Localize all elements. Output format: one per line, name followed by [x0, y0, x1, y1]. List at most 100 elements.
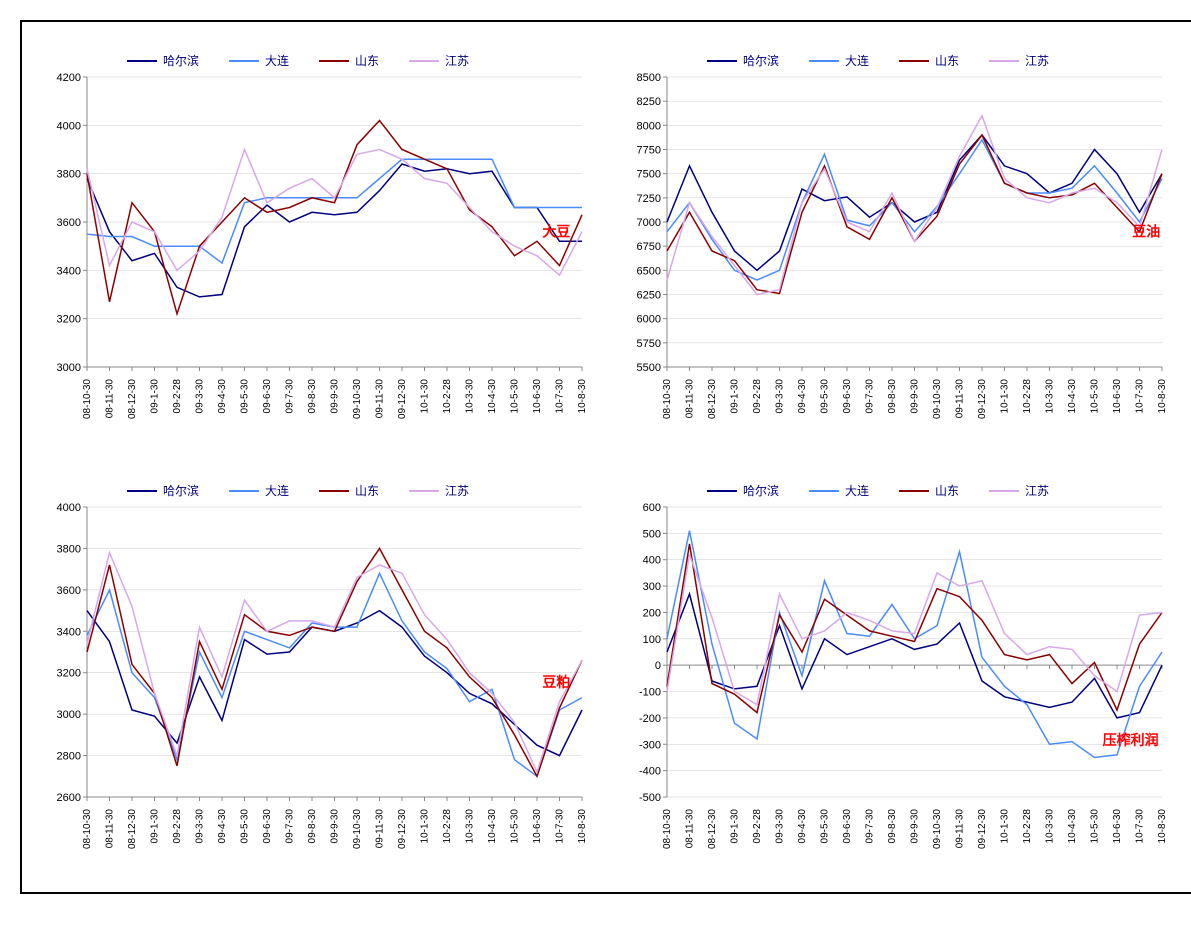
- y-tick-label: 8250: [637, 96, 661, 108]
- y-tick-label: -200: [639, 713, 661, 725]
- x-tick-label: 10-4-30: [487, 379, 498, 414]
- x-tick-label: 10-7-30: [555, 809, 566, 844]
- x-tick-label: 09-1-30: [150, 379, 161, 414]
- x-tick-label: 09-11-30: [375, 809, 386, 849]
- y-tick-label: 7250: [637, 193, 661, 205]
- legend-label: 哈尔滨: [163, 53, 199, 68]
- x-tick-label: 09-4-30: [797, 379, 808, 414]
- y-tick-label: 6750: [637, 241, 661, 253]
- x-tick-label: 09-3-30: [195, 809, 206, 844]
- legend-label: 山东: [355, 54, 379, 68]
- y-tick-label: 4200: [57, 72, 81, 84]
- x-tick-label: 09-3-30: [775, 809, 786, 844]
- legend-label: 大连: [845, 483, 869, 498]
- y-tick-label: 3400: [57, 626, 81, 638]
- legend-label: 山东: [935, 484, 959, 498]
- x-tick-label: 09-4-30: [217, 379, 228, 414]
- x-tick-label: 09-1-30: [730, 379, 741, 414]
- x-tick-label: 10-4-30: [1067, 809, 1078, 844]
- x-tick-label: 09-4-30: [217, 809, 228, 844]
- y-tick-label: 4000: [57, 502, 81, 514]
- y-tick-label: 5500: [637, 362, 661, 374]
- x-tick-label: 08-10-30: [662, 809, 673, 849]
- series-山东: [87, 121, 582, 314]
- x-tick-label: 10-3-30: [1045, 809, 1056, 844]
- x-tick-label: 10-7-30: [1135, 379, 1146, 414]
- x-tick-label: 09-4-30: [797, 809, 808, 844]
- x-tick-label: 09-3-30: [775, 379, 786, 414]
- x-tick-label: 10-1-30: [1000, 809, 1011, 844]
- x-tick-label: 09-9-30: [910, 809, 921, 844]
- x-tick-label: 09-11-30: [375, 379, 386, 419]
- x-tick-label: 09-8-30: [887, 379, 898, 414]
- y-tick-label: 500: [643, 528, 661, 540]
- x-tick-label: 09-7-30: [865, 379, 876, 414]
- x-tick-label: 08-11-30: [685, 379, 696, 419]
- x-tick-label: 10-2-28: [442, 809, 453, 844]
- x-tick-label: 09-5-30: [820, 379, 831, 414]
- x-tick-label: 10-5-30: [1090, 379, 1101, 414]
- chart-soybean: 300032003400360038004000420008-10-3008-1…: [37, 47, 597, 447]
- x-tick-label: 10-2-28: [442, 379, 453, 414]
- x-tick-label: 10-1-30: [420, 379, 431, 414]
- panel-grid: 300032003400360038004000420008-10-3008-1…: [37, 47, 1177, 877]
- x-tick-label: 10-3-30: [465, 809, 476, 844]
- x-tick-label: 09-10-30: [932, 379, 943, 419]
- chart-soy-oil: 5500575060006250650067507000725075007750…: [617, 47, 1177, 447]
- x-tick-label: 09-7-30: [285, 379, 296, 414]
- x-tick-label: 08-11-30: [105, 809, 116, 849]
- x-tick-label: 10-6-30: [532, 809, 543, 844]
- x-tick-label: 10-5-30: [510, 379, 521, 414]
- chart-crush-margin: -500-400-300-200-10001002003004005006000…: [617, 477, 1177, 877]
- chart-annotation: 压榨利润: [1103, 732, 1159, 748]
- y-tick-label: 6000: [637, 314, 661, 326]
- x-tick-label: 10-2-28: [1022, 379, 1033, 414]
- x-tick-label: 08-10-30: [82, 809, 93, 849]
- x-tick-label: 10-1-30: [420, 809, 431, 844]
- x-tick-label: 09-8-30: [887, 809, 898, 844]
- series-江苏: [667, 116, 1162, 295]
- x-tick-label: 10-8-30: [577, 379, 588, 414]
- x-tick-label: 09-12-30: [397, 379, 408, 419]
- x-tick-label: 09-2-28: [752, 809, 763, 844]
- chart-annotation: 豆油: [1132, 224, 1160, 240]
- x-tick-label: 09-11-30: [955, 379, 966, 419]
- y-tick-label: -500: [639, 792, 661, 804]
- x-tick-label: 09-6-30: [262, 809, 273, 844]
- x-tick-label: 09-7-30: [865, 809, 876, 844]
- legend-label: 大连: [265, 483, 289, 498]
- x-tick-label: 08-12-30: [707, 809, 718, 849]
- x-tick-label: 08-12-30: [127, 379, 138, 419]
- x-tick-label: 09-12-30: [397, 809, 408, 849]
- y-tick-label: 7750: [637, 145, 661, 157]
- series-大连: [667, 531, 1162, 758]
- x-tick-label: 09-10-30: [932, 809, 943, 849]
- x-tick-label: 10-5-30: [1090, 809, 1101, 844]
- x-tick-label: 10-8-30: [577, 809, 588, 844]
- legend-label: 江苏: [445, 54, 469, 68]
- x-tick-label: 09-12-30: [977, 379, 988, 419]
- x-tick-label: 09-5-30: [820, 809, 831, 844]
- y-tick-label: 3600: [57, 217, 81, 229]
- x-tick-label: 09-2-28: [172, 809, 183, 844]
- chart-panel-soy-meal: 2600280030003200340036003800400008-10-30…: [37, 477, 597, 877]
- x-tick-label: 09-9-30: [330, 379, 341, 414]
- y-tick-label: 3400: [57, 265, 81, 277]
- chart-panel-soybean: 300032003400360038004000420008-10-3008-1…: [37, 47, 597, 447]
- y-tick-label: -100: [639, 687, 661, 699]
- x-tick-label: 10-6-30: [532, 379, 543, 414]
- x-tick-label: 09-1-30: [150, 809, 161, 844]
- x-tick-label: 09-11-30: [955, 809, 966, 849]
- x-tick-label: 10-4-30: [487, 809, 498, 844]
- x-tick-label: 10-7-30: [555, 379, 566, 414]
- x-tick-label: 10-1-30: [1000, 379, 1011, 414]
- y-tick-label: -300: [639, 739, 661, 751]
- x-tick-label: 10-6-30: [1112, 379, 1123, 414]
- chart-annotation: 大豆: [542, 224, 570, 240]
- x-tick-label: 10-8-30: [1157, 379, 1168, 414]
- x-tick-label: 09-8-30: [307, 379, 318, 414]
- chart-panel-soy-oil: 5500575060006250650067507000725075007750…: [617, 47, 1177, 447]
- y-tick-label: 4000: [57, 120, 81, 132]
- y-tick-label: 2600: [57, 792, 81, 804]
- x-tick-label: 09-5-30: [240, 809, 251, 844]
